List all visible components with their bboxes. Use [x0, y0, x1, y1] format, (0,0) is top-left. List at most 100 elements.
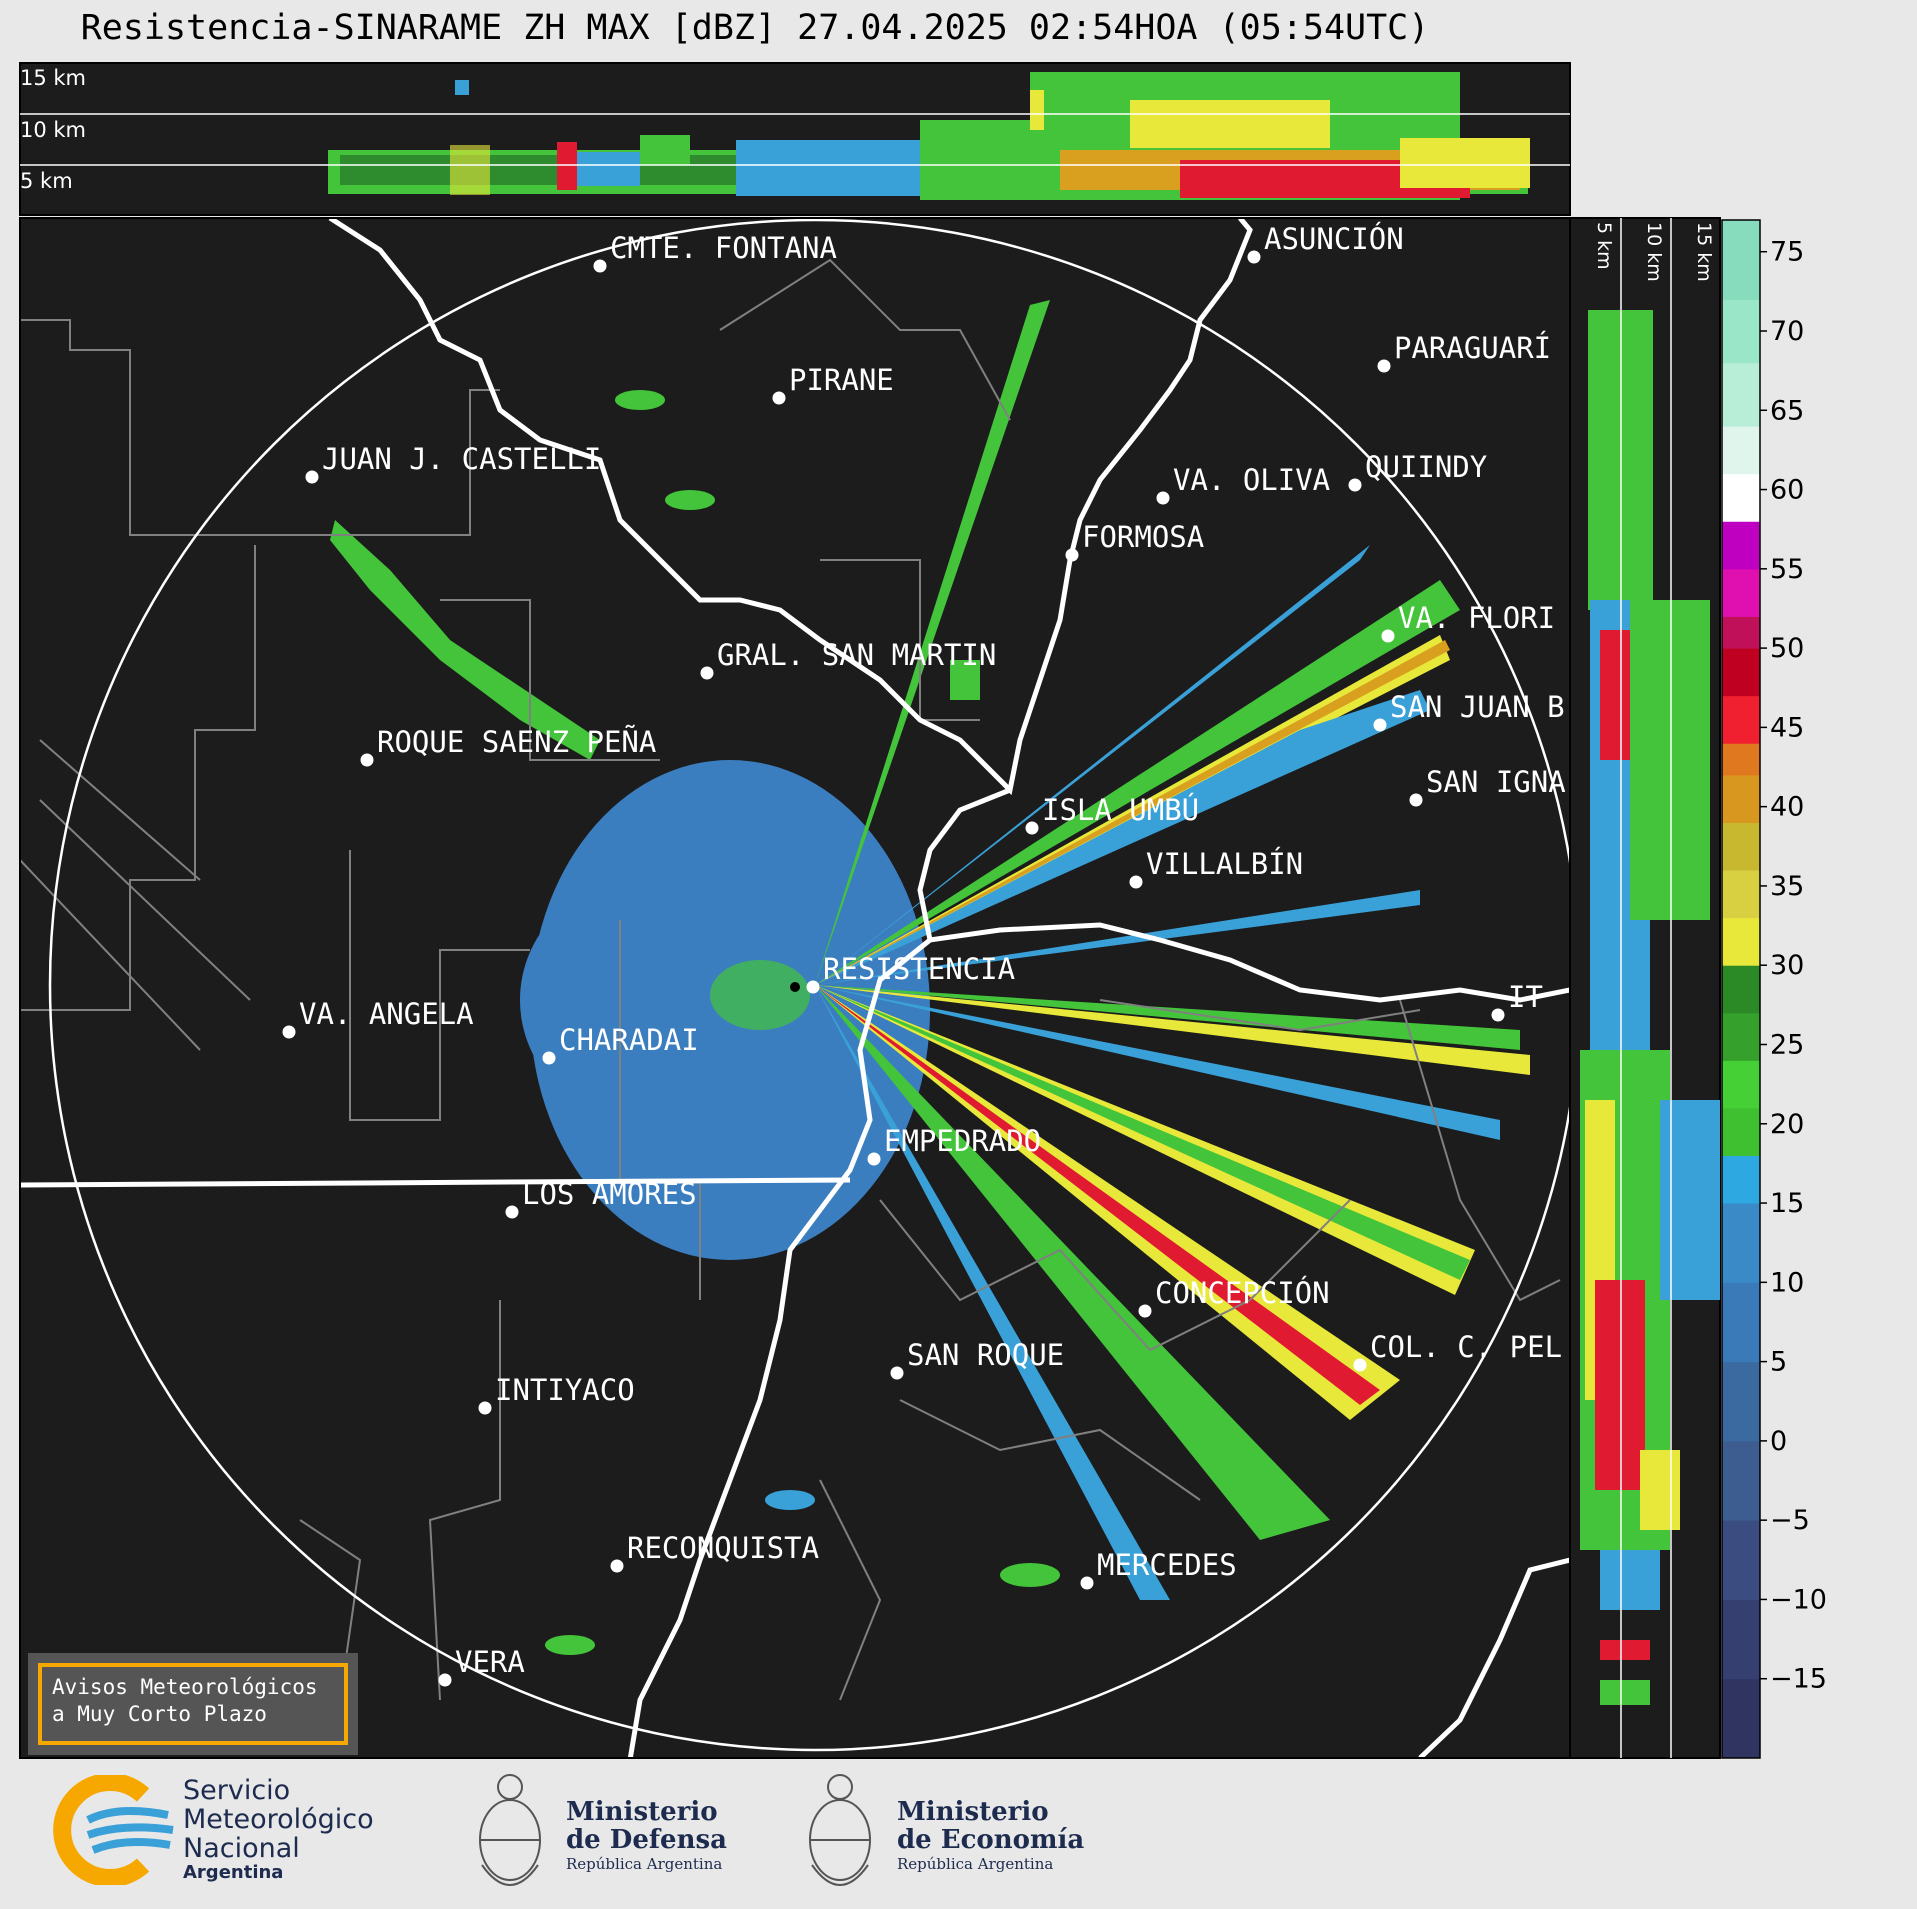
city-marker: [1025, 821, 1039, 835]
radar-figure: 15 km 10 km 5 km: [19, 62, 1827, 1759]
colorbar-segment: [1722, 521, 1760, 570]
city-marker: [478, 1401, 492, 1415]
city-label: GRAL. SAN MARTIN: [717, 638, 996, 672]
smn-line3: Nacional: [183, 1833, 300, 1864]
colorbar-tick-label: 65: [1770, 395, 1804, 426]
city-marker: [890, 1366, 904, 1380]
city-marker: [505, 1205, 519, 1219]
city-marker: [1247, 250, 1261, 264]
city-marker: [1129, 875, 1143, 889]
colorbar-segment: [1722, 1282, 1760, 1363]
colorbar-tick-label: 60: [1770, 475, 1804, 506]
colorbar-tick-label: 25: [1770, 1029, 1804, 1060]
city-label: RESISTENCIA: [823, 952, 1015, 986]
colorbar-frame: [1721, 219, 1761, 1759]
colorbar-segment: [1722, 1520, 1760, 1600]
department-borders: [20, 258, 1561, 1701]
city-label: JUAN J. CASTELLI: [322, 442, 601, 476]
city-label: VA. OLIVA: [1173, 463, 1330, 497]
city-label: SAN IGNA: [1426, 765, 1566, 799]
colorbar-tick-label: 40: [1770, 792, 1804, 823]
city-marker: [1381, 629, 1395, 643]
colorbar-tick-label: 35: [1770, 871, 1804, 902]
colorbar-segment: [1722, 965, 1760, 1014]
radar-site-marker: [790, 982, 800, 992]
city-marker: [1138, 1304, 1152, 1318]
city-marker: [1409, 793, 1423, 807]
defensa-line2: de Defensa: [566, 1825, 727, 1855]
colorbar-segment: [1722, 743, 1760, 776]
city-label: FORMOSA: [1082, 520, 1204, 554]
colorbar-segment: [1722, 917, 1760, 966]
city-marker: [1377, 359, 1391, 373]
avisos-line1: Avisos Meteorológicos: [52, 1675, 318, 1699]
city-marker: [772, 391, 786, 405]
city-label: EMPEDRADO: [884, 1124, 1041, 1158]
colorbar-segment: [1722, 568, 1760, 617]
city-marker: [282, 1025, 296, 1039]
colorbar-segment: [1722, 616, 1760, 649]
colorbar-segment: [1722, 774, 1760, 824]
colorbar-tick-label: 30: [1770, 950, 1804, 981]
top-label-15km: 15 km: [20, 66, 86, 90]
side-label-10km: 10 km: [1643, 222, 1665, 282]
defensa-line1: Ministerio: [566, 1797, 718, 1827]
colorbar-tick-label: 50: [1770, 633, 1804, 664]
colorbar-tick-label: 45: [1770, 712, 1804, 743]
city-marker: [1353, 1358, 1367, 1372]
smn-line2: Meteorológico: [183, 1804, 374, 1835]
city-label: LOS AMORES: [522, 1177, 697, 1211]
colorbar-segment: [1722, 870, 1760, 919]
city-marker: [360, 753, 374, 767]
colorbar-segment: [1722, 1678, 1760, 1759]
city-label: INTIYACO: [495, 1373, 635, 1407]
city-label: PARAGUARÍ: [1394, 331, 1551, 365]
city-label: IT: [1508, 980, 1543, 1014]
city-label: SAN ROQUE: [907, 1338, 1064, 1372]
argentina-coat-of-arms-icon: [809, 1774, 871, 1886]
country-borders: [20, 218, 1570, 1758]
main-map-panel: CMTE. FONTANA PIRANE ASUNCIÓN PARAGUARÍ JUAN…: [19, 217, 1571, 1759]
city-label: CHARADAI: [559, 1023, 699, 1057]
colorbar-segment: [1722, 362, 1760, 427]
city-label: ASUNCIÓN: [1264, 222, 1404, 256]
city-marker: [1080, 1576, 1094, 1590]
city-label: COL. C. PEL: [1370, 1330, 1562, 1364]
city-label: VERA: [455, 1645, 525, 1679]
city-marker: [438, 1673, 452, 1687]
side-label-5km: 5 km: [1593, 222, 1615, 270]
city-label: VA. ANGELA: [299, 997, 474, 1031]
top-profile-echoes: [328, 72, 1530, 200]
city-label: QUIINDY: [1365, 450, 1487, 484]
city-marker: [1373, 718, 1387, 732]
avisos-box[interactable]: Avisos Meteorológicos a Muy Corto Plazo: [28, 1653, 358, 1755]
top-label-5km: 5 km: [20, 169, 73, 193]
colorbar-segment: [1722, 1012, 1760, 1061]
radar-range-ring: [48, 218, 1570, 1752]
smn-logo-icon: [53, 1775, 174, 1885]
top-label-10km: 10 km: [20, 118, 86, 142]
city-marker: [305, 470, 319, 484]
side-label-15km: 15 km: [1693, 222, 1715, 282]
city-marker: [1491, 1008, 1505, 1022]
city-label: SAN JUAN B: [1390, 690, 1565, 724]
avisos-line2: a Muy Corto Plazo: [52, 1702, 267, 1726]
city-marker: [700, 666, 714, 680]
chart-title: Resistencia-SINARAME ZH MAX [dBZ] 27.04.…: [80, 8, 1430, 48]
city-label: ISLA UMBÚ: [1042, 793, 1199, 827]
economia-line3: República Argentina: [897, 1855, 1054, 1873]
colorbar-tick-label: 20: [1770, 1109, 1804, 1140]
argentina-coat-of-arms-icon: [479, 1774, 541, 1886]
city-label: MERCEDES: [1097, 1548, 1237, 1582]
colorbar-segment: [1722, 822, 1760, 871]
smn-line4: Argentina: [183, 1862, 284, 1883]
colorbar-segment: [1722, 1599, 1760, 1680]
city-marker: [610, 1559, 624, 1573]
city-marker: [593, 259, 607, 273]
colorbar-segment: [1722, 1060, 1760, 1109]
colorbar-tick-label: 55: [1770, 554, 1804, 585]
colorbar-tick-label: 5: [1770, 1347, 1787, 1378]
side-profile-panel: 5 km 10 km 15 km: [1569, 217, 1721, 1759]
colorbar-segment: [1722, 426, 1760, 475]
city-marker: [1065, 548, 1079, 562]
